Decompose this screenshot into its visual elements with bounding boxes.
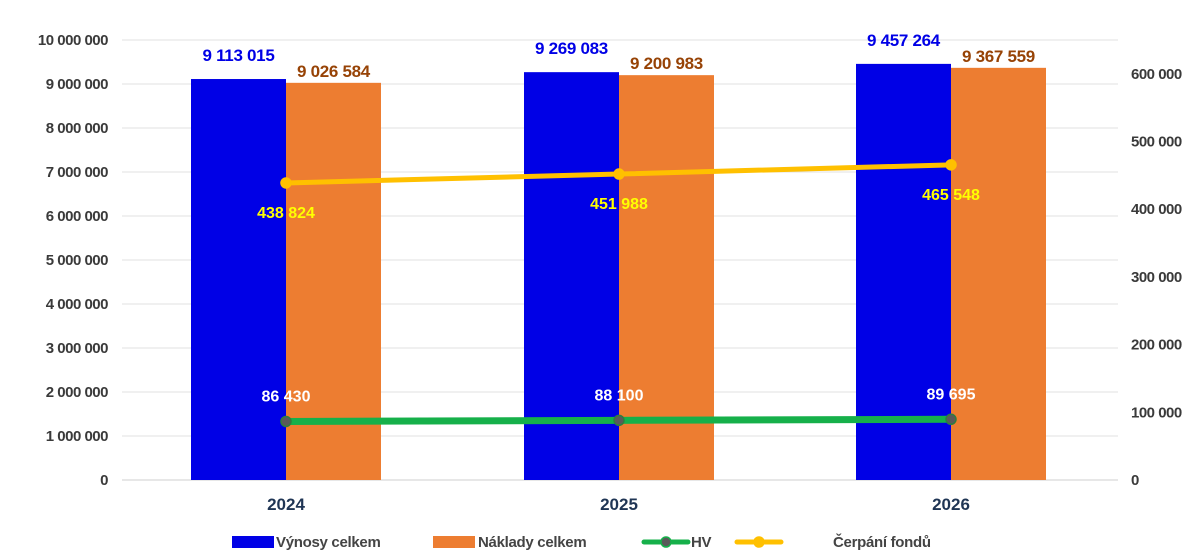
legend-label: Náklady celkem [478, 534, 586, 551]
legend: Výnosy celkem Náklady celkem HV Čerpání fon… [232, 533, 931, 551]
left-tick-label: 9 000 000 [46, 76, 108, 93]
left-axis: 0 1 000 000 2 000 000 3 000 000 4 000 000 5 0… [38, 32, 109, 489]
legend-swatch [232, 536, 274, 548]
line-data-label: 89 695 [927, 386, 976, 403]
legend-marker [753, 536, 765, 548]
bars [191, 63, 1046, 481]
bar [951, 67, 1046, 481]
bar-data-label: 9 200 983 [630, 54, 703, 73]
line-marker [280, 415, 292, 428]
left-tick-label: 2 000 000 [46, 384, 108, 401]
left-tick-label: 6 000 000 [46, 208, 108, 225]
data-labels: 9 113 015 9 269 083 9 457 264 9 026 584 9 20… [203, 31, 1036, 406]
bar-data-label: 9 026 584 [297, 62, 371, 81]
legend-label: Čerpání fondů [833, 533, 931, 551]
line-data-label: 86 430 [262, 388, 311, 405]
bar [524, 72, 619, 481]
line-marker [280, 177, 292, 189]
legend-label: Výnosy celkem [276, 534, 381, 551]
line-marker [945, 159, 957, 171]
left-tick-label: 10 000 000 [38, 32, 108, 49]
right-axis: 0 100 000 200 000 300 000 400 000 500 000 600 … [1131, 66, 1182, 489]
legend-marker [660, 536, 672, 548]
left-tick-label: 3 000 000 [46, 340, 108, 357]
right-tick-label: 200 000 [1131, 337, 1182, 354]
bar [191, 79, 286, 480]
line-marker [613, 168, 625, 180]
right-tick-label: 400 000 [1131, 201, 1182, 218]
left-tick-label: 4 000 000 [46, 296, 108, 313]
left-tick-label: 0 [100, 472, 108, 489]
category-axis: 2024 2025 2026 [267, 495, 970, 514]
line-data-label: 451 988 [590, 196, 648, 213]
right-tick-label: 500 000 [1131, 134, 1182, 151]
right-tick-label: 100 000 [1131, 404, 1182, 421]
category-label: 2024 [267, 495, 305, 514]
line-data-label: 88 100 [595, 387, 644, 404]
category-label: 2026 [932, 495, 970, 514]
line-series [280, 159, 957, 428]
legend-label: HV [691, 534, 712, 551]
right-tick-label: 300 000 [1131, 269, 1182, 286]
line-marker [945, 413, 957, 426]
category-label: 2025 [600, 495, 638, 514]
bar [856, 63, 951, 481]
line-marker [613, 414, 625, 427]
left-tick-label: 5 000 000 [46, 252, 108, 269]
bar-data-label: 9 457 264 [867, 31, 941, 50]
legend-swatch [433, 536, 475, 548]
left-tick-label: 7 000 000 [46, 164, 108, 181]
line-data-label: 438 824 [257, 205, 315, 222]
bar [286, 82, 381, 480]
left-tick-label: 8 000 000 [46, 120, 108, 137]
left-tick-label: 1 000 000 [46, 428, 108, 445]
line-data-label: 465 548 [922, 187, 980, 204]
bar-data-label: 9 269 083 [535, 39, 608, 58]
bar [619, 75, 714, 481]
bar-data-label: 9 113 015 [203, 46, 275, 65]
right-tick-label: 0 [1131, 472, 1139, 489]
bar-data-label: 9 367 559 [962, 47, 1035, 66]
right-tick-label: 600 000 [1131, 66, 1182, 83]
